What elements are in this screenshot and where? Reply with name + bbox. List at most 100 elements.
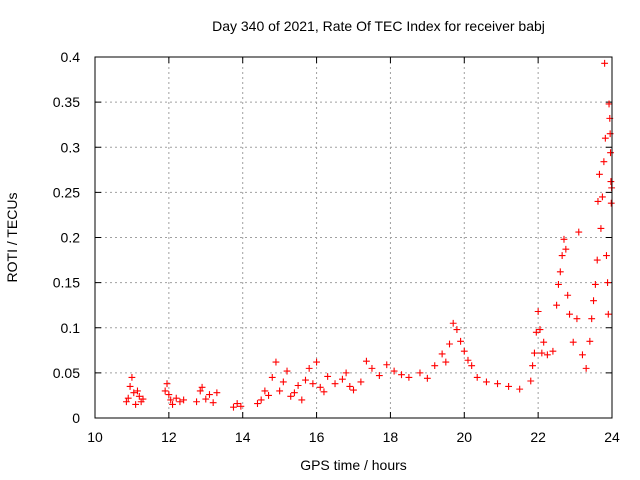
data-point-0-82 — [534, 308, 542, 315]
data-point-0-109 — [598, 193, 606, 201]
data-point-0-48 — [331, 380, 339, 388]
data-point-0-81 — [532, 328, 540, 336]
data-point-layer — [122, 59, 616, 411]
y-axis-label: ROTI / TECUs — [4, 193, 20, 283]
data-point-0-18 — [193, 398, 200, 406]
data-point-0-65 — [442, 358, 450, 366]
data-point-0-9 — [139, 395, 147, 403]
data-point-0-30 — [261, 387, 269, 395]
data-point-0-72 — [468, 362, 476, 370]
chart-title: Day 340 of 2021, Rate Of TEC Index for r… — [212, 18, 545, 34]
data-point-0-4 — [130, 389, 138, 397]
data-point-0-57 — [383, 361, 391, 369]
data-point-0-96 — [569, 338, 577, 346]
data-point-0-33 — [272, 358, 280, 366]
data-point-0-24 — [213, 389, 221, 397]
data-point-0-115 — [604, 310, 612, 318]
data-point-0-95 — [566, 310, 573, 318]
data-point-0-105 — [593, 256, 601, 264]
x-tick-label-20: 20 — [456, 429, 472, 445]
data-point-0-16 — [176, 398, 184, 406]
data-point-0-36 — [283, 367, 291, 375]
data-point-0-11 — [163, 380, 171, 388]
data-point-0-69 — [457, 337, 464, 345]
data-point-0-78 — [527, 377, 535, 385]
grid-layer — [95, 57, 612, 418]
data-point-0-6 — [134, 387, 141, 395]
data-point-0-17 — [180, 396, 188, 404]
data-point-0-97 — [573, 315, 581, 323]
data-point-0-85 — [540, 338, 548, 346]
data-point-0-75 — [494, 380, 501, 388]
x-tick-label-18: 18 — [383, 429, 399, 445]
data-point-0-41 — [302, 376, 309, 384]
data-point-0-45 — [316, 383, 324, 391]
data-point-0-111 — [601, 59, 609, 67]
data-point-0-55 — [368, 364, 376, 372]
data-point-0-66 — [446, 340, 453, 348]
data-point-0-51 — [346, 383, 354, 390]
y-tick-label-0.35: 0.35 — [53, 94, 80, 110]
data-point-0-121 — [607, 199, 615, 207]
data-point-0-37 — [287, 392, 295, 400]
plot-frame — [94, 56, 613, 419]
data-point-0-14 — [169, 401, 176, 408]
data-point-0-100 — [582, 364, 590, 372]
data-point-0-35 — [279, 378, 287, 386]
data-point-0-54 — [363, 357, 370, 365]
data-point-0-53 — [357, 378, 365, 386]
data-point-0-19 — [196, 387, 204, 395]
data-point-0-50 — [342, 369, 350, 377]
data-point-0-47 — [324, 373, 332, 380]
x-tick-label-12: 12 — [161, 429, 177, 445]
data-point-0-79 — [529, 362, 537, 370]
data-point-0-3 — [128, 373, 136, 381]
data-point-0-56 — [375, 372, 383, 379]
data-point-0-101 — [586, 337, 594, 345]
data-point-0-62 — [423, 374, 431, 382]
data-point-0-91 — [558, 252, 566, 259]
y-tick-label-0.1: 0.1 — [61, 320, 81, 336]
data-point-0-22 — [206, 391, 213, 398]
data-point-0-7 — [135, 392, 143, 400]
data-point-0-46 — [320, 388, 328, 396]
data-point-0-38 — [291, 389, 298, 397]
data-point-0-71 — [464, 356, 472, 364]
data-point-0-5 — [132, 401, 140, 408]
data-point-0-84 — [538, 349, 546, 357]
data-point-0-15 — [172, 394, 180, 402]
data-point-0-83 — [536, 326, 544, 333]
data-point-0-10 — [161, 387, 169, 395]
y-tick-label-0.25: 0.25 — [53, 184, 80, 200]
data-point-0-27 — [237, 402, 245, 410]
data-point-0-80 — [531, 349, 538, 357]
data-point-0-94 — [564, 291, 572, 299]
y-tick-label-0.05: 0.05 — [53, 365, 80, 381]
data-point-0-26 — [233, 400, 241, 407]
data-point-0-60 — [405, 373, 413, 381]
data-point-0-113 — [603, 252, 610, 259]
data-point-0-1 — [124, 394, 132, 402]
data-point-0-12 — [165, 391, 173, 398]
x-axis-label: GPS time / hours — [300, 457, 407, 473]
data-point-0-34 — [276, 387, 284, 395]
x-tick-label-16: 16 — [309, 429, 325, 445]
data-point-0-106 — [594, 198, 602, 205]
data-point-0-21 — [202, 395, 210, 403]
data-point-0-25 — [230, 403, 237, 411]
data-point-0-2 — [126, 383, 134, 390]
data-point-0-28 — [254, 400, 261, 407]
data-point-0-87 — [549, 347, 557, 355]
data-point-0-44 — [313, 358, 320, 366]
y-tick-label-0: 0 — [72, 410, 80, 426]
data-point-0-58 — [390, 367, 398, 375]
data-point-0-77 — [516, 385, 524, 393]
data-point-0-29 — [257, 396, 265, 404]
x-tick-label-10: 10 — [87, 429, 103, 445]
y-tick-label-0.4: 0.4 — [61, 49, 81, 65]
data-point-0-67 — [449, 319, 457, 327]
data-point-0-64 — [438, 350, 446, 358]
y-tick-label-0.3: 0.3 — [61, 139, 81, 155]
data-point-0-68 — [453, 326, 461, 333]
